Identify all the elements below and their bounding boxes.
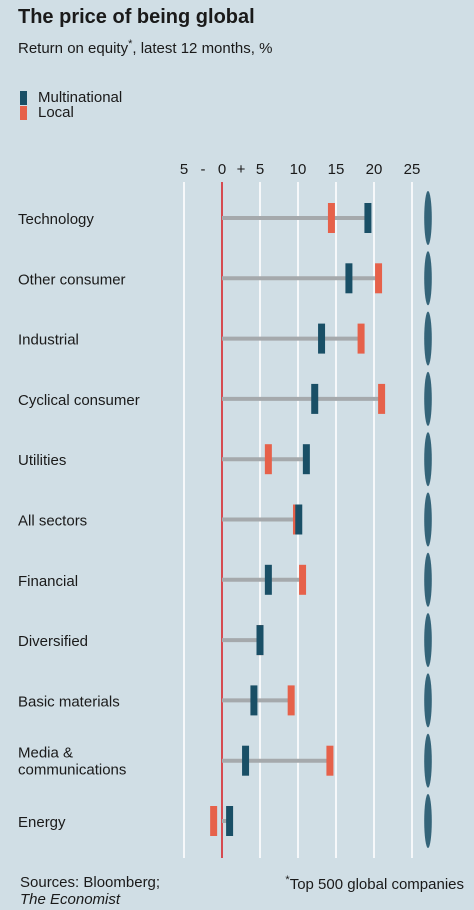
local-marker [327, 203, 335, 233]
source-note: Sources: Bloomberg; The Economist [20, 874, 160, 908]
row-end-marker [424, 371, 432, 426]
multinational-marker [345, 263, 353, 294]
legend-label-local: Local [38, 104, 74, 121]
x-tick-label: - [201, 161, 206, 178]
footnote-text: Top 500 global companies [289, 876, 464, 893]
multinational-marker [264, 564, 272, 595]
row-end-marker [424, 492, 432, 547]
category-label: Other consumer [18, 271, 126, 288]
legend-label-multinational: Multinational [38, 89, 123, 106]
x-tick-label: 10 [290, 161, 307, 178]
category-label: Diversified [18, 633, 88, 650]
local-marker [378, 383, 386, 414]
row-end-marker [424, 191, 432, 245]
multinational-marker [302, 444, 310, 475]
row-end-marker [424, 432, 432, 487]
x-tick-label: 5 [256, 161, 264, 178]
category-label: All sectors [18, 513, 87, 530]
row-end-marker [424, 251, 432, 306]
local-marker [256, 625, 264, 656]
footnote-marker: * [285, 874, 290, 886]
local-marker [292, 504, 300, 535]
chart-subtitle: Return on equity*, latest 12 months, % [18, 38, 272, 57]
legend-item-local: Local [20, 105, 122, 120]
category-label: communications [18, 762, 126, 779]
row-end-marker [424, 673, 432, 728]
legend: Multinational Local [20, 90, 122, 120]
category-label: Financial [18, 573, 78, 590]
category-label: Energy [18, 814, 66, 831]
row-end-marker [424, 613, 432, 668]
category-label: Basic materials [18, 693, 120, 710]
legend-swatch-local [20, 105, 27, 120]
local-marker [287, 685, 295, 716]
chart-title: The price of being global [18, 6, 255, 28]
row-end-marker [424, 733, 432, 788]
x-tick-label: 25 [404, 161, 421, 178]
multinational-marker [295, 504, 303, 535]
x-tick-label: + [237, 161, 246, 178]
footnote: *Top 500 global companies [285, 874, 464, 893]
category-label: Industrial [18, 332, 79, 349]
source-publication: The Economist [20, 891, 121, 908]
category-label: Utilities [18, 452, 66, 469]
legend-item-multinational: Multinational [20, 90, 122, 105]
local-marker [210, 806, 218, 836]
source-prefix: Sources: Bloomberg; [20, 874, 161, 891]
row-end-marker [424, 311, 432, 366]
category-label: Media & [18, 745, 73, 762]
x-tick-label: 0 [218, 161, 226, 178]
subtitle-footnote-marker: * [128, 38, 133, 50]
row-end-marker [424, 552, 432, 607]
x-tick-label: 15 [328, 161, 345, 178]
x-tick-label: 5 [180, 161, 188, 178]
local-marker [375, 263, 383, 294]
multinational-marker [226, 806, 234, 836]
multinational-marker [364, 203, 372, 233]
category-label: Cyclical consumer [18, 392, 140, 409]
legend-swatch-multinational [20, 90, 27, 105]
multinational-marker [242, 745, 250, 776]
multinational-marker [250, 685, 258, 716]
local-marker [299, 564, 307, 595]
local-marker [357, 323, 365, 354]
multinational-marker [318, 323, 326, 354]
x-tick-label: 20 [366, 161, 383, 178]
subtitle-text: Return on equity [18, 40, 129, 57]
local-marker [264, 444, 272, 475]
category-label: Technology [18, 211, 94, 228]
row-end-marker [424, 794, 432, 848]
multinational-marker [311, 383, 319, 414]
local-marker [326, 745, 334, 776]
multinational-marker [256, 625, 264, 656]
subtitle-suffix: , latest 12 months, % [132, 40, 273, 57]
